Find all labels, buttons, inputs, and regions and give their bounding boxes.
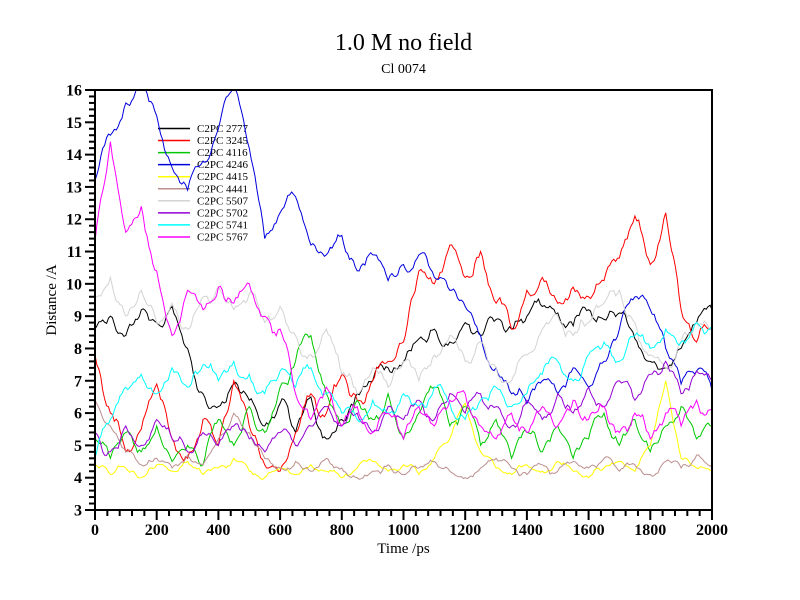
- legend-item-9: C2PC 5741: [158, 219, 248, 231]
- x-tick-label: 2000: [696, 522, 728, 539]
- y-tick-label: 11: [67, 244, 82, 261]
- x-tick-label: 200: [145, 522, 169, 539]
- legend-item-3: C2PC 4116: [158, 147, 248, 159]
- x-tick-label: 400: [206, 522, 230, 539]
- legend-item-6: C2PC 4441: [158, 183, 248, 195]
- y-tick-label: 15: [66, 115, 82, 132]
- chart-subtitle: Cl 0074: [381, 62, 426, 77]
- x-tick-label: 1800: [634, 522, 666, 539]
- legend-label: C2PC 4246: [197, 159, 249, 171]
- y-tick-label: 14: [66, 147, 82, 164]
- legend-label: C2PC 3245: [197, 135, 249, 147]
- legend-label: C2PC 5767: [197, 231, 249, 243]
- legend-item-4: C2PC 4246: [158, 159, 249, 171]
- y-tick-label: 7: [74, 373, 82, 390]
- legend-label: C2PC 5702: [197, 207, 248, 219]
- x-tick-label: 1400: [511, 522, 543, 539]
- series-line-C2PC-4415: [95, 380, 712, 480]
- series-line-C2PC-2777: [95, 297, 712, 440]
- x-axis-ticks: 0 200 400 600 800 1000 1200 1400 1600 1800 2000: [91, 510, 728, 539]
- series-line-C2PC-5702: [95, 360, 712, 456]
- y-tick-label: 4: [74, 470, 82, 487]
- y-axis-ticks: 3 4 5 6 7 8 9 10 11 12 13 14 15 16: [66, 83, 95, 520]
- series-line-C2PC-4246: [95, 90, 712, 405]
- legend-item-1: C2PC 2777: [158, 123, 249, 135]
- legend-label: C2PC 4415: [197, 171, 249, 183]
- y-tick-label: 3: [74, 503, 82, 520]
- x-tick-label: 1200: [449, 522, 481, 539]
- series-line-C2PC-5507: [95, 275, 712, 395]
- legend-label: C2PC 4441: [197, 183, 248, 195]
- legend-label: C2PC 5741: [197, 219, 248, 231]
- x-tick-label: 800: [330, 522, 354, 539]
- x-tick-label: 1000: [388, 522, 420, 539]
- legend-item-8: C2PC 5702: [158, 207, 248, 219]
- series-line-C2PC-5741: [95, 321, 712, 459]
- series-line-C2PC-5767: [95, 141, 712, 441]
- y-tick-label: 10: [66, 276, 82, 293]
- legend-item-2: C2PC 3245: [158, 135, 249, 147]
- legend-label: C2PC 5507: [197, 195, 249, 207]
- series-lines: [95, 90, 712, 480]
- legend-item-5: C2PC 4415: [158, 171, 249, 183]
- y-axis-label: Distance /A: [44, 264, 60, 335]
- legend-item-10: C2PC 5767: [158, 231, 249, 243]
- x-tick-label: 0: [91, 522, 99, 539]
- legend-label: C2PC 2777: [197, 123, 249, 135]
- series-line-C2PC-4441: [95, 399, 712, 480]
- legend-label: C2PC 4116: [197, 147, 248, 159]
- y-tick-label: 13: [66, 179, 82, 196]
- chart-title: 1.0 M no field: [334, 30, 473, 56]
- x-tick-label: 1600: [573, 522, 605, 539]
- y-tick-label: 6: [74, 406, 82, 423]
- y-tick-label: 5: [74, 438, 82, 455]
- x-axis-label: Time /ps: [377, 541, 430, 557]
- x-tick-label: 600: [268, 522, 292, 539]
- y-tick-label: 8: [74, 341, 82, 358]
- series-line-C2PC-3245: [95, 212, 712, 472]
- y-tick-label: 16: [66, 83, 82, 100]
- legend-item-7: C2PC 5507: [158, 195, 249, 207]
- y-tick-label: 12: [66, 212, 82, 229]
- y-tick-label: 9: [74, 309, 82, 326]
- series-line-C2PC-4116: [95, 333, 712, 467]
